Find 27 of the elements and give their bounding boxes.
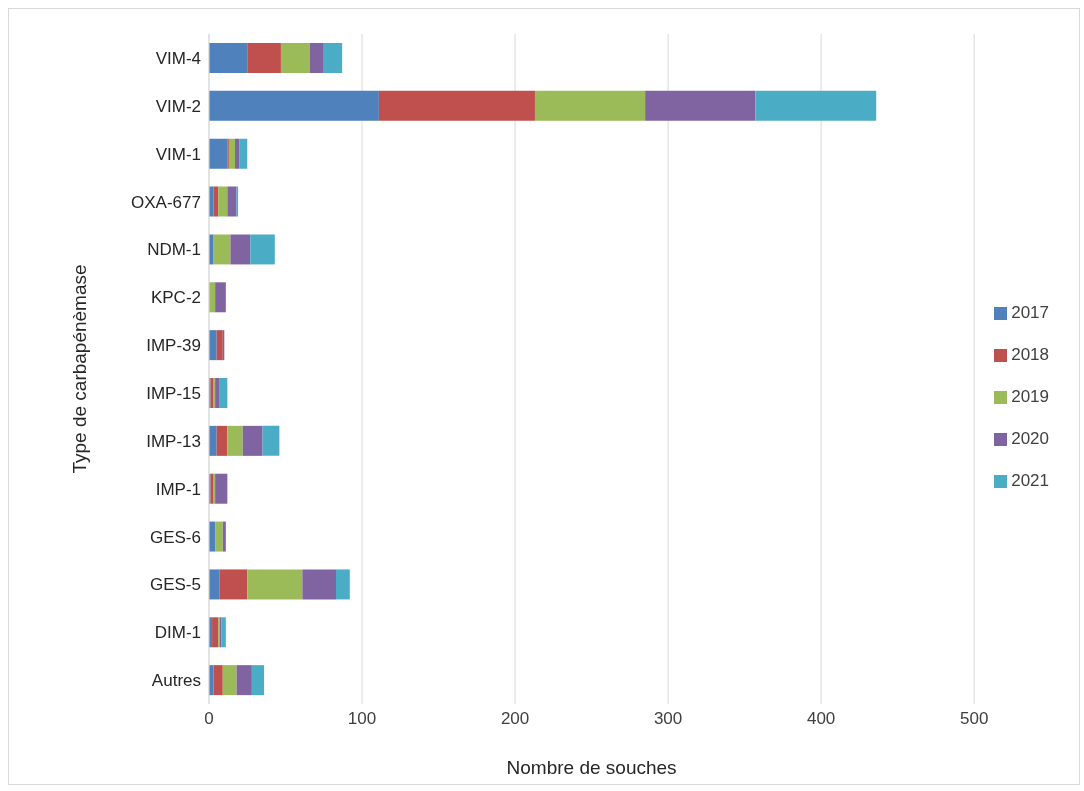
y-tick-label: VIM-2 xyxy=(155,96,201,116)
y-tick-label: VIM-4 xyxy=(155,48,201,68)
y-tick-label: DIM-1 xyxy=(154,623,201,643)
y-tick-label: IMP-13 xyxy=(146,431,201,451)
x-tick-label: 300 xyxy=(653,709,683,729)
y-tick-label: KPC-2 xyxy=(150,288,201,308)
legend-label: 2020 xyxy=(1011,428,1049,448)
legend-label: 2021 xyxy=(1011,470,1049,490)
y-tick-label: IMP-15 xyxy=(146,383,201,403)
y-tick-label: IMP-1 xyxy=(155,479,201,499)
x-tick-label: 100 xyxy=(347,709,377,729)
y-axis-title: Type de carbapénèmase xyxy=(68,264,90,474)
x-tick-label: 200 xyxy=(500,709,530,729)
x-tick-label: 400 xyxy=(806,709,836,729)
y-tick-label: GES-6 xyxy=(149,527,201,547)
x-tick-label: 500 xyxy=(959,709,989,729)
y-tick-label: VIM-1 xyxy=(155,144,201,164)
y-tick-label: Autres xyxy=(151,671,201,691)
x-tick-label: 0 xyxy=(204,709,214,729)
y-tick-label: GES-5 xyxy=(149,575,201,595)
y-tick-label: OXA-677 xyxy=(131,192,201,212)
y-tick-label: IMP-39 xyxy=(146,336,201,356)
x-axis-title: Nombre de souches xyxy=(506,757,677,778)
legend-label: 2018 xyxy=(1011,344,1049,364)
legend-label: 2017 xyxy=(1011,302,1049,322)
legend-label: 2019 xyxy=(1011,386,1049,406)
y-tick-label: NDM-1 xyxy=(147,240,201,260)
